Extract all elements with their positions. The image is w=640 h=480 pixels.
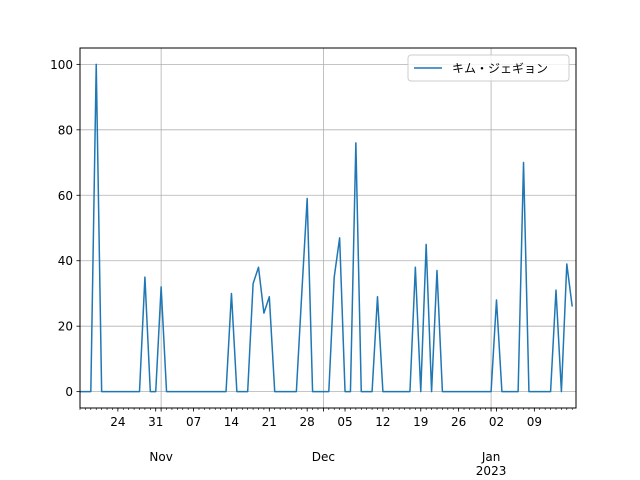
x-year-label: 2023	[476, 464, 507, 478]
y-tick-label: 20	[58, 320, 73, 334]
x-month-label: Dec	[312, 450, 335, 464]
legend: キム・ジェギョン	[407, 54, 570, 82]
y-tick-label: 100	[50, 58, 73, 72]
x-tick-label: 09	[527, 415, 542, 429]
x-month-label: Jan	[481, 450, 501, 464]
x-tick-label: 07	[186, 415, 201, 429]
x-tick-label: 14	[224, 415, 239, 429]
x-month-label: Nov	[149, 450, 172, 464]
x-tick-label: 02	[489, 415, 504, 429]
x-tick-label: 24	[110, 415, 125, 429]
y-tick-label: 40	[58, 254, 73, 268]
x-tick-label: 19	[413, 415, 428, 429]
y-tick-label: 0	[65, 385, 73, 399]
y-axis: 0 20 40 60 80 100	[50, 58, 80, 399]
x-tick-label: 21	[262, 415, 277, 429]
series-lines	[80, 63, 573, 393]
series-line	[80, 63, 573, 393]
y-tick-label: 60	[58, 189, 73, 203]
legend-label: キム・ジェギョン	[452, 62, 548, 76]
grid-lines	[80, 48, 576, 408]
x-tick-label: 12	[375, 415, 390, 429]
plot-frame	[79, 47, 577, 409]
x-tick-label: 28	[300, 415, 315, 429]
x-tick-label: 31	[148, 415, 163, 429]
x-tick-label: 26	[451, 415, 466, 429]
x-tick-label: 05	[337, 415, 352, 429]
legend-box	[407, 54, 570, 82]
y-tick-label: 80	[58, 123, 73, 137]
